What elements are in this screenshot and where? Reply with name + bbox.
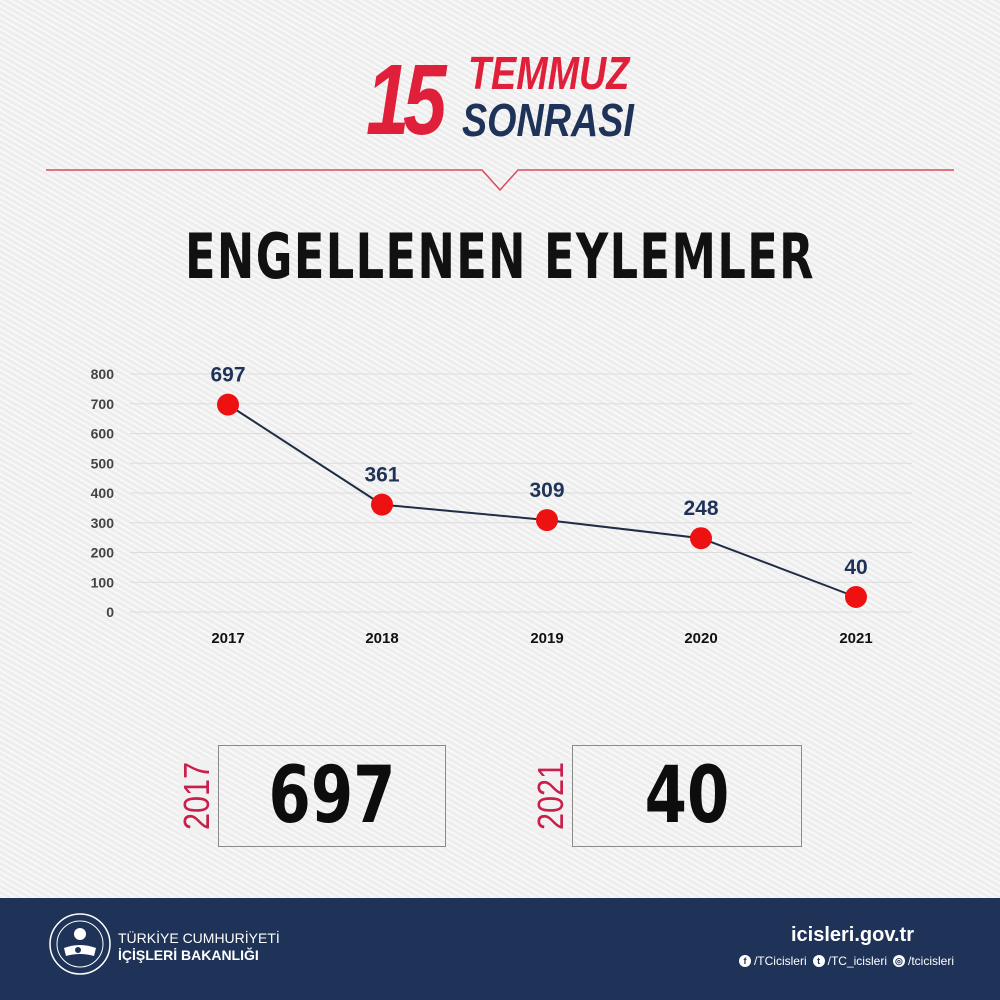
data-label: 40 [844, 556, 867, 579]
line-chart: 0 100 200 300 400 500 600 700 800 697 2017 361 2018 3… [91, 364, 912, 647]
summary-year: 2017 [176, 758, 217, 834]
y-tick-label: 500 [91, 455, 115, 471]
instagram-icon: ◎ [892, 955, 905, 967]
y-tick-label: 400 [91, 485, 115, 501]
website-link[interactable]: icisleri.gov.tr [790, 924, 914, 946]
summary-box-2021: 2021 40 [530, 745, 802, 847]
x-tick-label: 2021 [839, 630, 872, 647]
social-links: f /TCicisleri t /TC_icisleri ◎ /tcicisle… [738, 954, 954, 968]
y-tick-label: 800 [91, 366, 115, 382]
page-title: ENGELLENEN EYLEMLER [185, 220, 815, 293]
facebook-link[interactable]: f /TCicisleri [738, 954, 807, 968]
data-label: 248 [683, 497, 718, 520]
data-point [536, 509, 558, 532]
summary-box-2017: 2017 697 [176, 745, 446, 847]
y-tick-label: 100 [91, 574, 115, 590]
facebook-icon: f [738, 955, 751, 967]
x-tick-label: 2020 [684, 630, 717, 647]
logo-word-sonrasi: SONRASI [462, 94, 634, 146]
ministry-name: TÜRKİYE CUMHURİYETİ İÇİŞLERİ BAKANLIĞI [118, 930, 280, 963]
ministry-emblem-icon [49, 913, 111, 975]
logo-number: 15 [366, 44, 447, 156]
twitter-link[interactable]: t /TC_icisleri [812, 954, 887, 968]
x-tick-label: 2019 [530, 630, 563, 647]
data-label: 361 [364, 464, 399, 487]
data-label: 309 [529, 479, 564, 502]
y-tick-label: 200 [91, 545, 115, 561]
data-point [845, 586, 867, 608]
data-point [690, 527, 712, 550]
y-tick-label: 300 [91, 515, 115, 531]
x-tick-label: 2017 [211, 630, 244, 647]
summary-value: 697 [268, 751, 396, 841]
summary-value: 40 [644, 751, 730, 841]
x-tick-label: 2018 [365, 630, 398, 647]
data-label: 697 [210, 364, 245, 387]
y-tick-label: 600 [91, 426, 115, 442]
instagram-link[interactable]: ◎ /tcicisleri [892, 954, 954, 968]
y-tick-label: 700 [91, 396, 115, 412]
header-divider [46, 169, 954, 192]
y-tick-label: 0 [106, 604, 114, 620]
summary-year: 2021 [530, 758, 571, 834]
data-point [217, 393, 239, 416]
data-point [371, 493, 393, 516]
twitter-icon: t [812, 955, 825, 967]
logo-word-temmuz: TEMMUZ [468, 47, 630, 99]
footer: TÜRKİYE CUMHURİYETİ İÇİŞLERİ BAKANLIĞI i… [0, 898, 1000, 1000]
